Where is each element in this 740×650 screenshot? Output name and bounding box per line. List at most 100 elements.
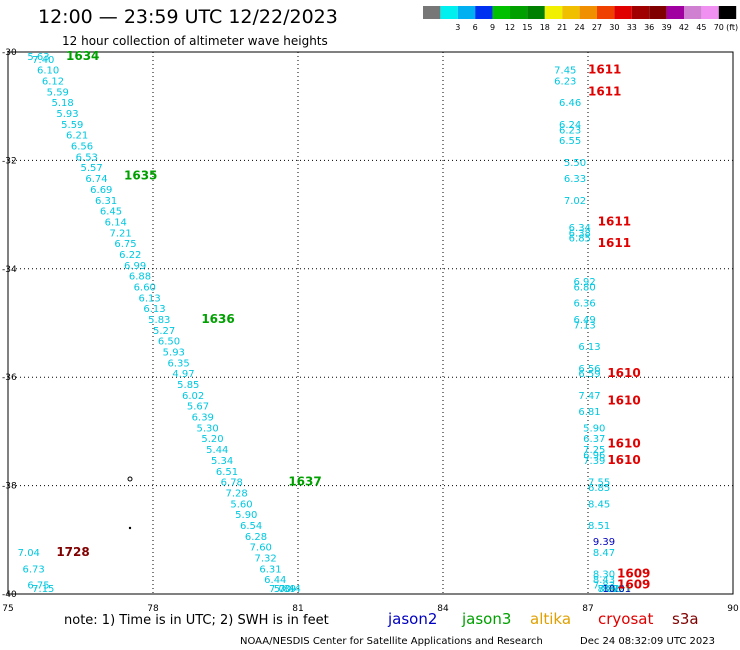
wave-height-label: 6.69 [90,185,112,196]
wave-height-label: 6.51 [216,467,238,478]
wave-height-label: 6.12 [42,77,64,88]
legend-label: 21 [557,23,567,32]
y-tick-label: -30 [2,48,17,58]
legend-swatch [440,6,458,19]
wave-height-label: 5.90 [583,423,605,434]
wave-height-label: 6.37 [583,434,605,445]
pass-time-label: 1611 [598,236,631,250]
pass-time-label: 1634 [66,49,99,63]
wave-height-label: 7.02 [564,196,586,207]
satellite-jason3: jason3 [462,610,512,628]
wave-height-label: 9.39 [593,537,615,548]
wave-height-label: 7.60 [250,543,272,554]
wave-height-label: 5.60 [230,499,252,510]
pass-time-label: 1610 [607,393,640,407]
pass-time-label: 1611 [588,63,621,77]
wave-height-label: 8.73 [603,584,625,595]
wave-height-label: 10.01 [603,584,632,595]
satellite-jason2: jason2 [388,610,438,628]
wave-height-label: 7.15 [32,584,54,595]
credit-line: NOAA/NESDIS Center for Satellite Applica… [240,636,543,647]
map-grid [8,52,733,594]
x-tick-label: 87 [582,604,593,614]
pass-time-label: 1636 [201,312,234,326]
x-tick-label: 81 [292,604,303,614]
island-dot [127,476,133,482]
wave-height-label: 6.99 [124,261,146,272]
wave-height-label: 7.21 [110,228,132,239]
wave-height-label: 7.83 [593,581,615,592]
wave-height-label: 6.31 [95,196,117,207]
wave-height-label: 6.22 [119,250,141,261]
legend-swatch [475,6,493,19]
wave-height-label: 7.28 [226,488,248,499]
wave-height-label: 6.23 [554,77,576,88]
legend-swatch [649,6,667,19]
legend-label: 18 [540,23,550,32]
wave-height-label: 7.45 [554,66,576,77]
legend-label: 30 [609,23,619,32]
legend-label: 6 [473,23,478,32]
wave-height-label: 7.55 [588,478,610,489]
wave-height-label: 5.44 [206,445,228,456]
pass-time-label: 1611 [588,84,621,98]
color-legend: 3 6 9 12 15 18 21 24 27 30 33 36 39 42 45 70 (ft) [423,6,738,32]
legend-swatch [457,6,476,19]
y-tick-label: -40 [2,590,17,600]
wave-height-label: 4.97 [172,369,194,380]
pass-time-label: 1609 [617,567,650,581]
timestamp: Dec 24 08:32:09 UTC 2023 [580,636,715,647]
wave-height-label: 5.57 [81,163,103,174]
legend-label: 42 [679,23,689,32]
wave-height-label: 6.50 [158,337,180,348]
wave-height-label: 6.33 [564,174,586,185]
wave-height-label: 8.47 [593,548,615,559]
wave-height-label: 7.25 [583,445,605,456]
pass-time-label: 1610 [607,366,640,380]
wave-height-label: 5.18 [52,98,74,109]
wave-height-label: 7.32 [255,553,277,564]
frame-border [7,51,734,595]
legend-swatch [684,6,702,19]
pass-time-label: 1637 [288,475,321,489]
wave-height-label: 5.59 [61,120,83,131]
pass-time-label: 1609 [617,578,650,592]
x-tick-label: 90 [727,604,739,614]
legend-label: 15 [522,23,532,32]
wave-height-label: 8.30 [593,570,615,581]
wave-height-label: 6.73 [23,564,45,575]
pass-time-label: 1611 [598,214,631,228]
wave-height-label: 7.39 [583,456,605,467]
wave-height-label: 6.56 [71,142,93,153]
wave-height-label: 14.25 [603,584,632,595]
legend-swatch [492,6,510,19]
wave-height-label: 6.14 [105,217,127,228]
wave-height-label: 5.93 [163,348,185,359]
legend-unit: (ft) [726,23,738,32]
wave-height-label: 5.93 [56,109,78,120]
legend-swatch [544,6,563,19]
wave-height-label: 7.31 [598,584,620,595]
x-tick-label: 75 [2,604,13,614]
legend-label: 24 [575,23,585,32]
wave-height-label: 6.24 [559,120,581,131]
wave-height-label: 8.43 [593,575,615,586]
wave-height-label: 6.88 [129,272,151,283]
wave-height-label: 5.30 [197,423,219,434]
legend-label: 9 [490,23,495,32]
legend-label: 70 [714,23,724,32]
y-tick-label: -38 [2,482,17,492]
wave-height-label: 6.34 [569,223,591,234]
wave-height-label: 5.27 [153,326,175,337]
wave-height-label: 7.00 [269,584,291,595]
pass-time-label: 1635 [124,168,157,182]
wave-height-label: 6.31 [259,564,281,575]
island-dots [127,476,133,530]
legend-swatch [631,6,650,19]
satellite-s3a: s3a [672,610,699,628]
wave-readings: 5.637.406.106.125.595.185.935.596.216.56… [18,49,651,595]
wave-height-label: 7.13 [574,320,596,331]
map-title: 12:00 — 23:59 UTC 12/22/2023 [38,6,338,28]
wave-height-label: 6.38 [569,228,591,239]
